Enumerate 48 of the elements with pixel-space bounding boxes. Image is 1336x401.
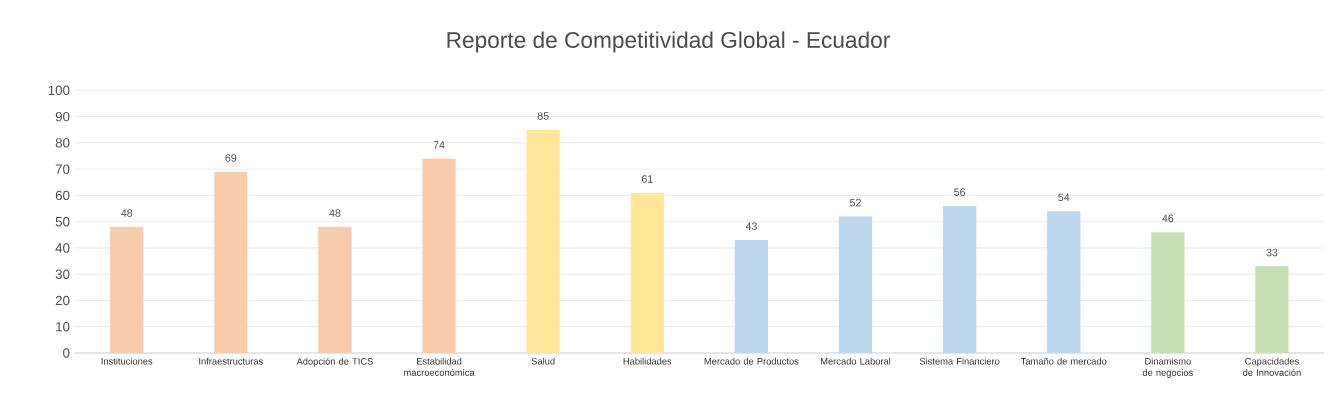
- data-label: 48: [121, 209, 133, 217]
- data-label: 43: [745, 222, 757, 231]
- data-label: 85: [537, 112, 549, 120]
- y-tick-label: 20: [55, 295, 70, 306]
- y-tick-label: 70: [55, 164, 70, 174]
- chart-title: Reporte de Competitividad Global - Ecuador: [447, 31, 890, 53]
- y-tick-label: 90: [55, 111, 70, 122]
- bar: [214, 171, 248, 353]
- data-label: 69: [225, 154, 237, 162]
- bar: [422, 158, 456, 353]
- x-tick-label: Salud: [531, 357, 555, 365]
- y-tick-label: 30: [55, 269, 70, 279]
- bar: [1047, 211, 1081, 353]
- y-tick-label: 40: [55, 243, 70, 253]
- data-label: 61: [641, 175, 653, 183]
- y-tick-label: 10: [56, 322, 70, 332]
- bar: [110, 226, 144, 353]
- y-tick-label: 60: [55, 190, 70, 201]
- x-tick-label: Mercado de Productos: [704, 357, 799, 365]
- data-label: 74: [433, 141, 445, 149]
- bar: [734, 240, 769, 353]
- x-tick-label: Dinamismo de negocios: [1142, 357, 1193, 378]
- x-tick-label: Tamaño de mercado: [1020, 357, 1107, 365]
- x-tick-label: Habilidades: [623, 357, 672, 365]
- y-tick-label: 50: [55, 216, 70, 227]
- bar: [318, 226, 352, 353]
- data-label: 46: [1162, 214, 1174, 223]
- y-tick-label: 100: [48, 85, 70, 96]
- data-label: 52: [849, 198, 861, 207]
- bar: [630, 192, 664, 353]
- bar: [526, 129, 560, 353]
- x-tick-label: Adopción de TICS: [296, 357, 373, 367]
- x-tick-label: Mercado Laboral: [821, 357, 891, 365]
- bar: [1255, 266, 1289, 353]
- bar: [1151, 232, 1185, 353]
- x-tick-label: Infraestructuras: [199, 357, 263, 365]
- data-label: 56: [954, 188, 966, 196]
- data-label: 54: [1058, 193, 1070, 202]
- y-tick-label: 0: [63, 348, 70, 358]
- x-tick-label: Estabilidad macroeconómica: [404, 357, 475, 376]
- bar: [838, 216, 873, 353]
- bar: [942, 205, 977, 353]
- x-tick-label: Capacidades de Innovación: [1243, 357, 1301, 376]
- data-label: 33: [1266, 248, 1278, 257]
- x-tick-label: Sistema Financiero: [919, 357, 1000, 365]
- x-tick-label: Instituciones: [101, 357, 153, 365]
- y-tick-label: 80: [55, 138, 70, 148]
- data-label: 48: [329, 209, 341, 217]
